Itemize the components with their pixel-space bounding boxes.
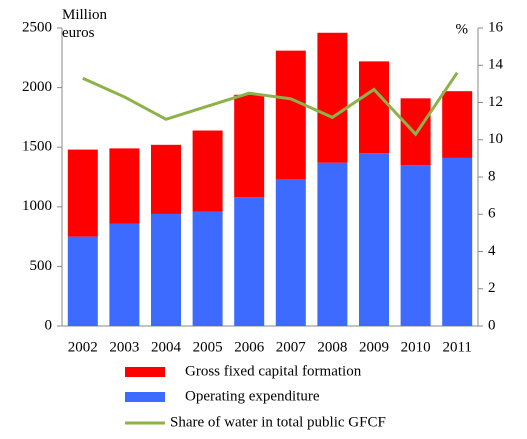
x-tick-label: 2007 [276,339,307,355]
x-tick-label: 2006 [234,339,265,355]
bar [151,213,181,326]
bar [442,91,473,158]
x-tick-label: 2002 [68,339,98,355]
bar [359,153,389,326]
y-tick-label: 1500 [22,139,52,155]
bar [67,149,98,237]
bar [317,162,348,326]
legend-swatch [125,392,165,402]
y-tick-label: 2000 [22,79,52,95]
line-series [82,71,459,137]
y2-tick-label: 10 [488,131,503,147]
y2-tick-label: 16 [488,19,504,35]
y-tick-label: 0 [45,317,53,333]
y-tick-label: 2500 [22,19,52,35]
y2-tick-label: 4 [488,243,496,259]
x-tick-label: 2008 [317,339,347,355]
y-tick-label: 1000 [22,198,52,214]
bar [234,197,265,326]
bar [275,50,306,180]
bar [442,157,473,326]
bar [151,144,181,214]
bar [109,223,140,326]
y2-axis-label: % [456,21,469,37]
bar [67,236,98,326]
y2-tick-label: 12 [488,94,503,110]
bar [234,94,265,198]
bar [192,130,223,212]
y-tick-label: 500 [30,258,53,274]
y2-tick-label: 8 [488,168,496,184]
bar [192,211,223,326]
y2-tick-label: 14 [488,57,504,73]
bar [317,32,348,163]
bar [109,148,140,224]
legend-swatch [125,367,165,377]
x-tick-label: 2010 [401,339,431,355]
x-tick-label: 2005 [193,339,223,355]
x-tick-label: 2003 [109,339,139,355]
legend-label: Operating expenditure [185,388,320,404]
legend-label: Gross fixed capital formation [185,363,362,379]
bar [400,165,431,326]
y2-tick-label: 0 [488,317,496,333]
y2-tick-label: 6 [488,206,496,222]
x-tick-label: 2004 [151,339,182,355]
y-axis-label: Million euros [62,7,108,41]
legend-label: Share of water in total public GFCF [170,414,386,430]
x-tick-label: 2009 [359,339,389,355]
bar [359,61,389,154]
x-tick-label: 2011 [442,339,471,355]
bar [275,179,306,326]
y2-tick-label: 2 [488,280,496,296]
